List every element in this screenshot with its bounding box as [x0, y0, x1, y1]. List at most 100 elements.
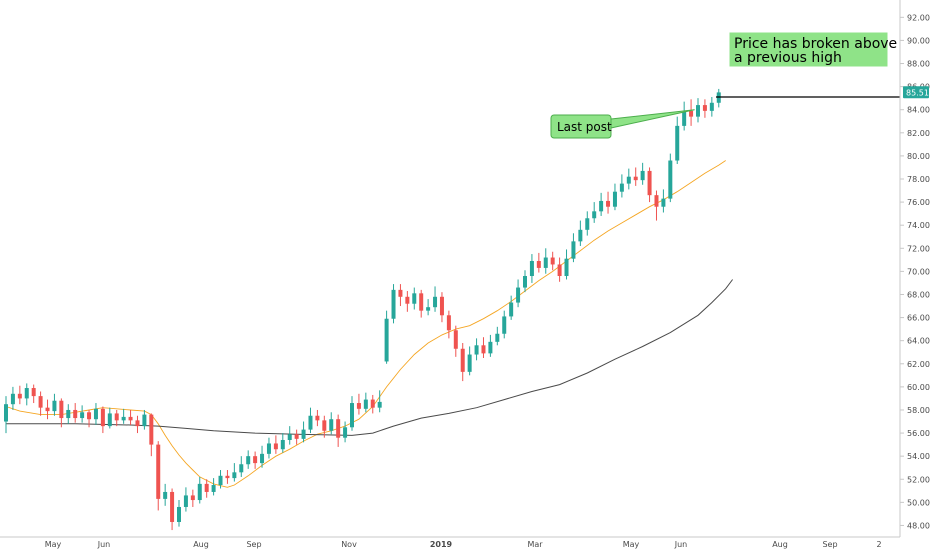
- candle[interactable]: [696, 98, 700, 123]
- candle[interactable]: [73, 403, 78, 423]
- candle[interactable]: [170, 488, 175, 531]
- candle[interactable]: [384, 310, 389, 364]
- candle[interactable]: [52, 393, 57, 416]
- candle[interactable]: [322, 415, 327, 438]
- candle[interactable]: [204, 479, 209, 498]
- candle[interactable]: [190, 489, 195, 507]
- candle[interactable]: [550, 251, 555, 271]
- candle[interactable]: [592, 202, 597, 223]
- candle[interactable]: [682, 101, 687, 131]
- candle[interactable]: [17, 385, 22, 405]
- candle[interactable]: [87, 409, 92, 428]
- candle[interactable]: [135, 415, 140, 434]
- candle[interactable]: [460, 342, 465, 382]
- candle[interactable]: [709, 97, 714, 117]
- candle[interactable]: [391, 284, 396, 324]
- candle[interactable]: [66, 404, 71, 424]
- candle[interactable]: [585, 211, 590, 236]
- candle[interactable]: [211, 478, 216, 496]
- candle[interactable]: [10, 386, 15, 410]
- candle[interactable]: [557, 257, 562, 282]
- candle[interactable]: [536, 252, 541, 273]
- candle[interactable]: [523, 270, 527, 293]
- candle[interactable]: [474, 338, 479, 361]
- candle[interactable]: [273, 435, 278, 454]
- candle[interactable]: [329, 412, 334, 435]
- candle[interactable]: [177, 500, 181, 527]
- candle[interactable]: [218, 470, 223, 489]
- candle[interactable]: [197, 476, 202, 504]
- candle[interactable]: [495, 326, 500, 346]
- candle[interactable]: [633, 167, 638, 186]
- candle[interactable]: [38, 391, 43, 416]
- candle[interactable]: [543, 248, 548, 274]
- candle[interactable]: [606, 191, 611, 214]
- candle[interactable]: [260, 445, 265, 468]
- candle[interactable]: [100, 406, 105, 434]
- candle[interactable]: [59, 398, 64, 428]
- candle[interactable]: [93, 403, 98, 425]
- candle[interactable]: [398, 284, 403, 307]
- candle[interactable]: [142, 409, 147, 430]
- candle[interactable]: [45, 399, 50, 420]
- candle[interactable]: [80, 405, 85, 423]
- candle[interactable]: [253, 451, 258, 469]
- candle[interactable]: [647, 167, 652, 203]
- candle[interactable]: [163, 483, 168, 506]
- candle[interactable]: [564, 249, 569, 280]
- candle[interactable]: [433, 286, 438, 312]
- candle[interactable]: [107, 407, 112, 429]
- candle[interactable]: [246, 450, 251, 469]
- candle[interactable]: [668, 153, 673, 203]
- candle[interactable]: [377, 390, 382, 413]
- candle[interactable]: [156, 441, 161, 511]
- candle[interactable]: [343, 421, 348, 443]
- candle[interactable]: [453, 325, 458, 357]
- candle[interactable]: [654, 190, 659, 221]
- candle[interactable]: [4, 396, 8, 434]
- candle[interactable]: [419, 289, 424, 318]
- last-post-box[interactable]: [550, 114, 612, 139]
- candle[interactable]: [121, 408, 126, 424]
- candle[interactable]: [488, 334, 493, 357]
- candle[interactable]: [640, 162, 645, 185]
- candle[interactable]: [571, 233, 576, 263]
- candle[interactable]: [280, 433, 285, 453]
- candle[interactable]: [661, 189, 666, 213]
- candle[interactable]: [405, 291, 410, 312]
- candle[interactable]: [128, 409, 133, 425]
- candle[interactable]: [336, 414, 341, 447]
- candle[interactable]: [370, 394, 375, 414]
- candle[interactable]: [239, 456, 244, 477]
- candle[interactable]: [599, 192, 604, 216]
- breakout-note-box[interactable]: [729, 32, 888, 67]
- candle[interactable]: [412, 287, 417, 310]
- candle[interactable]: [350, 396, 354, 431]
- candle[interactable]: [509, 295, 514, 320]
- candle[interactable]: [675, 116, 680, 164]
- candle[interactable]: [439, 292, 444, 323]
- candle[interactable]: [266, 437, 271, 459]
- candle[interactable]: [31, 384, 36, 404]
- candle[interactable]: [446, 310, 451, 339]
- candle[interactable]: [502, 310, 507, 339]
- candle[interactable]: [24, 383, 29, 406]
- candle[interactable]: [183, 487, 188, 512]
- candle[interactable]: [308, 407, 313, 434]
- candle[interactable]: [301, 421, 306, 443]
- candle[interactable]: [578, 220, 583, 246]
- candle[interactable]: [363, 392, 368, 413]
- candle[interactable]: [315, 409, 320, 427]
- candle[interactable]: [612, 183, 617, 211]
- candle[interactable]: [294, 429, 299, 445]
- candle[interactable]: [114, 409, 119, 427]
- candle[interactable]: [426, 299, 431, 316]
- candle[interactable]: [619, 174, 624, 198]
- candle[interactable]: [702, 99, 707, 118]
- candle[interactable]: [689, 99, 694, 126]
- candle[interactable]: [516, 279, 521, 308]
- candle[interactable]: [225, 470, 230, 484]
- candle[interactable]: [481, 337, 486, 358]
- candle[interactable]: [149, 413, 154, 457]
